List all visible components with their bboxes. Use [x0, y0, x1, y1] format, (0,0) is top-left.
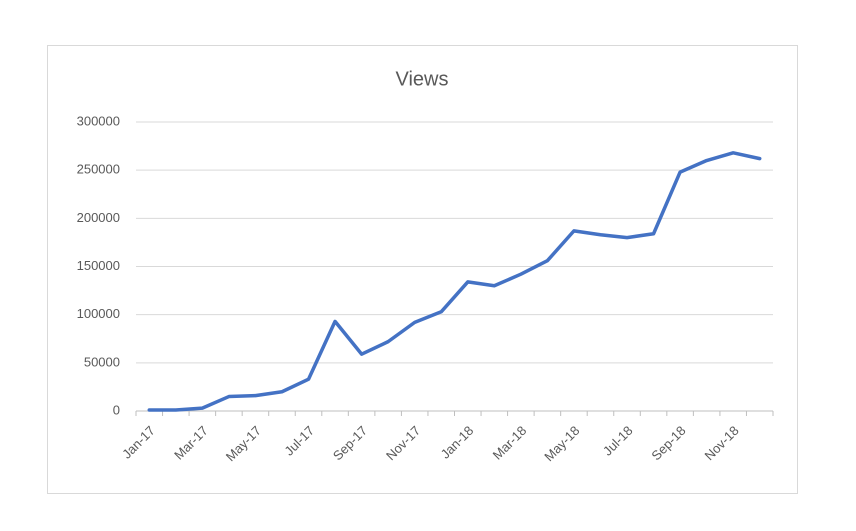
y-tick-label: 0: [113, 402, 120, 417]
chart-frame: [47, 45, 798, 494]
y-tick-label: 100000: [77, 306, 120, 321]
y-tick-label: 250000: [77, 162, 120, 177]
y-tick-label: 200000: [77, 210, 120, 225]
y-tick-label: 300000: [77, 113, 120, 128]
line-series: [147, 151, 762, 412]
y-tick-label: 150000: [77, 258, 120, 273]
chart-title: Views: [396, 68, 449, 90]
y-tick-label: 50000: [84, 354, 120, 369]
